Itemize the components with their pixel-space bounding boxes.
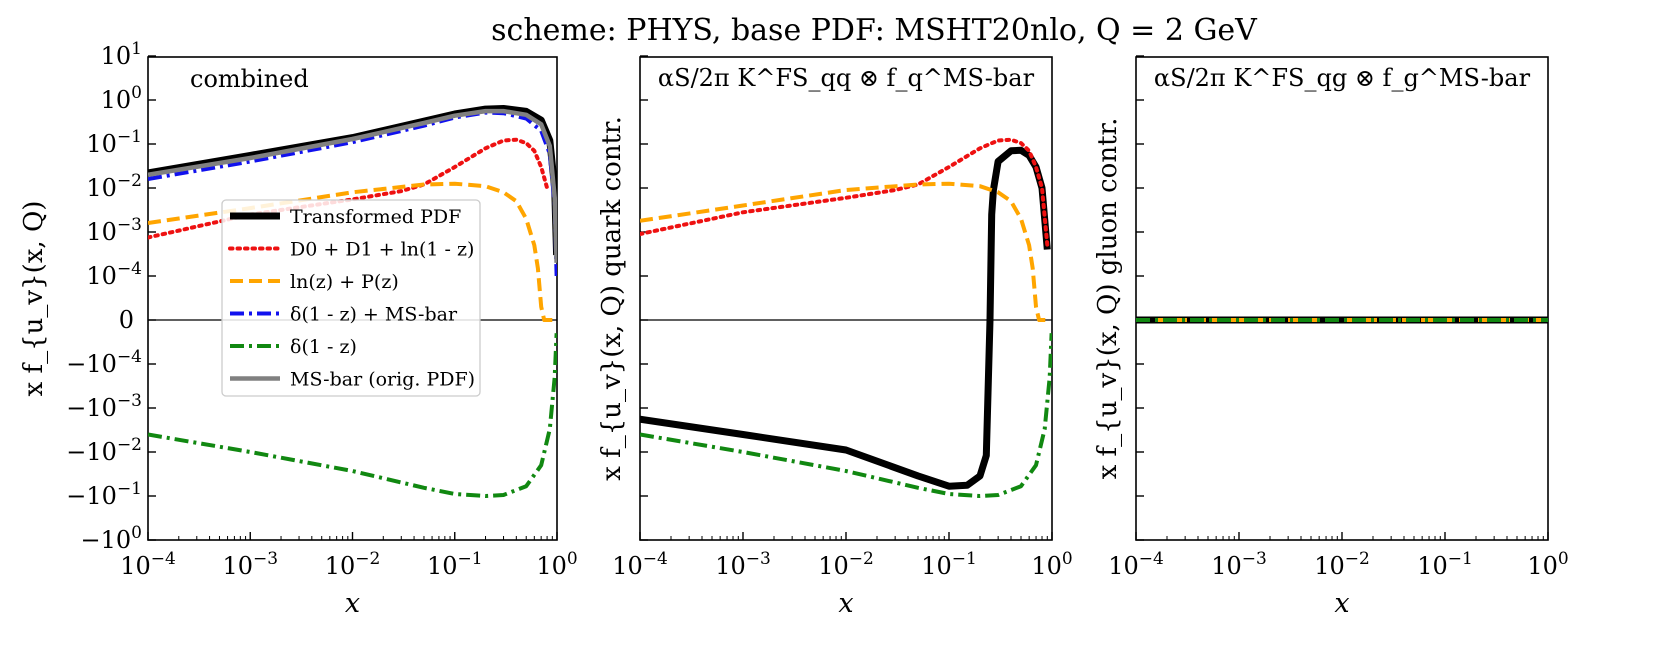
legend-label: MS-bar (orig. PDF) — [290, 369, 475, 391]
legend-label: δ(1 - z) + MS-bar — [290, 304, 458, 326]
y-tick-label: 10−2 — [86, 171, 142, 202]
x-tick-label: 10−3 — [715, 549, 771, 580]
panel-combined: 101 100 10−1 10−2 10−3 10−4 0 −10−4 −10−3 −10−2 −1… — [19, 39, 578, 619]
x-tick-label: 10−4 — [612, 549, 668, 580]
series-line — [640, 137, 1050, 248]
axes-frame — [1135, 56, 1549, 541]
x-axis-label: x — [1334, 588, 1349, 619]
x-tick-label: 10−1 — [427, 549, 483, 580]
y-axis-label: x f_{u_v}(x, Q) quark contr. — [597, 116, 627, 481]
y-tick-label: 10−1 — [86, 127, 142, 158]
x-tick-label: 10−2 — [325, 549, 381, 580]
x-tick-label: 10−2 — [818, 549, 874, 580]
y-tick-label: −10−3 — [66, 391, 142, 422]
series-line — [148, 108, 557, 263]
x-tick-label: 10−4 — [120, 549, 176, 580]
x-tick-label: 10−3 — [1211, 549, 1267, 580]
y-tick-label: 10−4 — [86, 259, 142, 290]
y-tick-label: −10−4 — [66, 347, 142, 378]
x-tick-label: 100 — [1031, 549, 1072, 580]
x-axis-label: x — [345, 588, 360, 619]
series-line — [640, 181, 1048, 322]
y-tick-label: −10−2 — [66, 435, 142, 466]
panels: 101 100 10−1 10−2 10−3 10−4 0 −10−4 −10−3 −10−2 −1… — [19, 39, 1569, 619]
legend-label: D0 + D1 + ln(1 - z) — [290, 239, 474, 261]
panel-gluon: 10−4 10−3 10−2 10−1 100 x x f_{u_v}(x, Q) gluo… — [1093, 55, 1569, 619]
series-line — [148, 333, 557, 498]
x-axis-label: x — [838, 588, 853, 619]
y-tick-label: 0 — [119, 306, 134, 334]
x-tick-label: 10−4 — [1108, 549, 1164, 580]
x-tick-label: 10−3 — [222, 549, 278, 580]
x-tick-label: 100 — [1527, 549, 1568, 580]
legend-label: ln(z) + P(z) — [290, 271, 399, 293]
series-line — [148, 181, 553, 322]
legend-box — [221, 199, 481, 397]
x-tick-label: 100 — [536, 549, 577, 580]
panel-annotation: αS/2π K^FS_qq ⊗ f_q^MS-bar — [658, 64, 1035, 92]
panel-quark: 10−4 10−3 10−2 10−1 100 x x f_{u_v}(x, Q) quar… — [597, 55, 1073, 619]
legend: Transformed PDF D0 + D1 + ln(1 - z) ln(z) … — [221, 199, 481, 397]
legend-label: δ(1 - z) — [290, 336, 357, 358]
series-line — [640, 333, 1052, 498]
y-axis-label: x f_{u_v}(x, Q) gluon contr. — [1093, 118, 1123, 480]
x-tick-label: 10−1 — [1417, 549, 1473, 580]
x-tick-label: 10−2 — [1314, 549, 1370, 580]
panel-annotation: αS/2π K^FS_qg ⊗ f_g^MS-bar — [1154, 64, 1531, 92]
panel-annotation: combined — [190, 65, 309, 93]
y-tick-label: −10−1 — [66, 479, 142, 510]
y-tick-label: 101 — [101, 39, 142, 70]
y-tick-label: 10−3 — [86, 215, 142, 246]
y-axis-label: x f_{u_v}(x, Q) — [19, 201, 49, 397]
series-line — [640, 146, 1051, 490]
y-tick-label: 100 — [101, 83, 142, 114]
x-tick-label: 10−1 — [921, 549, 977, 580]
figure-title: scheme: PHYS, base PDF: MSHT20nlo, Q = 2… — [491, 13, 1258, 48]
y-tick-label: −100 — [81, 523, 142, 554]
legend-label: Transformed PDF — [290, 206, 461, 228]
